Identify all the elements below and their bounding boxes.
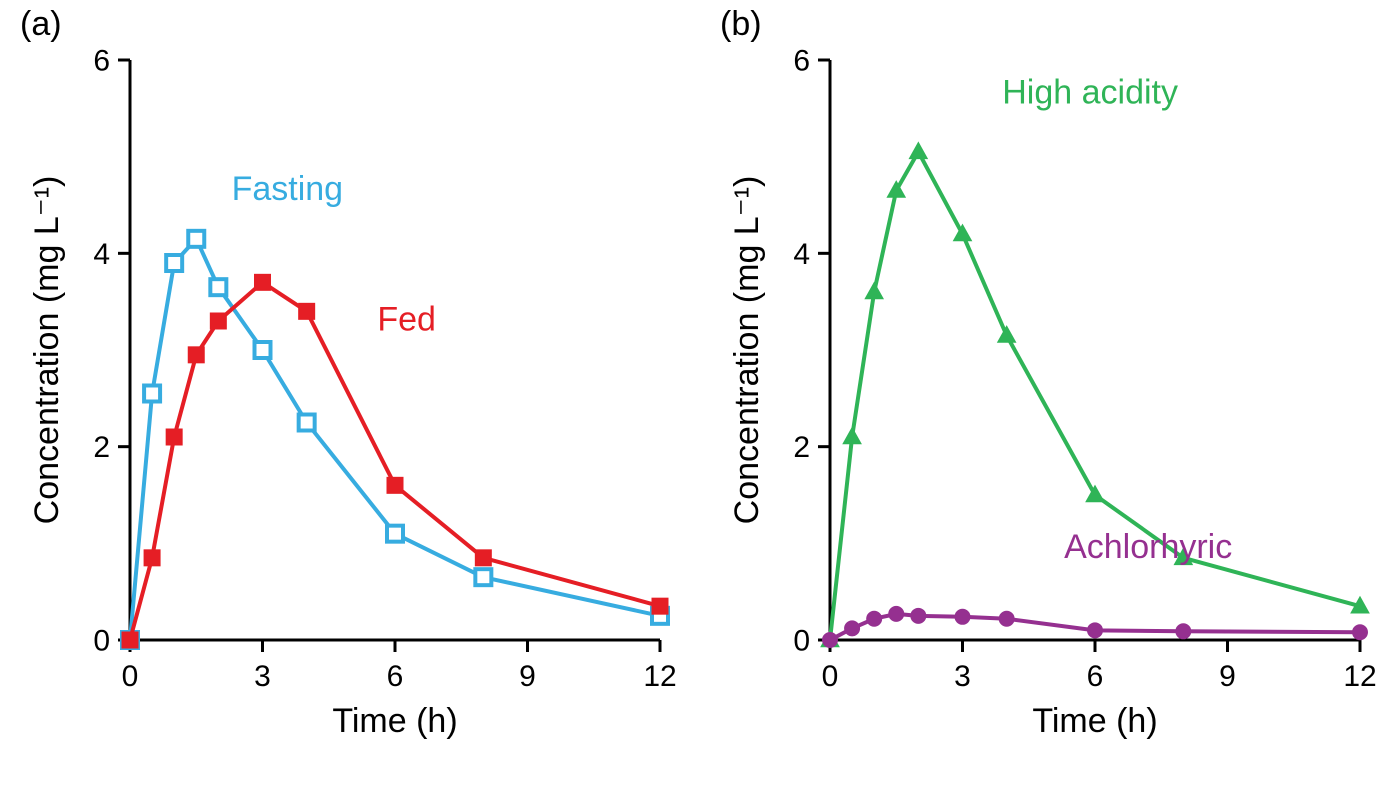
x-tick-label: 0: [822, 660, 839, 693]
y-tick-label: 0: [93, 625, 110, 658]
y-tick-label: 2: [93, 431, 110, 464]
y-tick-label: 4: [93, 238, 110, 271]
figure-container: (a) 0 3 6 9 12 0 2 4 6 Time (h) Concentration (mg L…: [0, 0, 1400, 801]
y-tick-label: 6: [93, 45, 110, 78]
x-axis-label: Time (h): [332, 702, 457, 740]
x-tick-label: 12: [1343, 660, 1376, 693]
series-label-Fed: Fed: [377, 301, 436, 339]
y-tick-label: 0: [793, 625, 810, 658]
y-axis-label: Concentration (mg L⁻¹): [28, 176, 66, 525]
x-tick-label: 9: [1219, 660, 1236, 693]
x-tick-label: 12: [643, 660, 676, 693]
panel-label-b: (b): [720, 5, 762, 43]
x-axis-label: Time (h): [1032, 702, 1157, 740]
x-tick-label: 6: [387, 660, 404, 693]
series-label-HighAcidity: High acidity: [1002, 74, 1178, 112]
x-tick-label: 6: [1087, 660, 1104, 693]
x-tick-label: 0: [122, 660, 139, 693]
x-tick-label: 9: [519, 660, 536, 693]
series-label-Fasting: Fasting: [232, 170, 343, 208]
y-tick-label: 2: [793, 431, 810, 464]
x-tick-label: 3: [954, 660, 971, 693]
panel-label-a: (a): [20, 5, 62, 43]
y-axis-label: Concentration (mg L⁻¹): [728, 176, 766, 525]
figure-svg: (a) 0 3 6 9 12 0 2 4 6 Time (h) Concentration (mg L…: [0, 0, 1400, 801]
x-tick-label: 3: [254, 660, 271, 693]
y-tick-label: 6: [793, 45, 810, 78]
series-label-Achlorhyric: Achlorhyric: [1064, 528, 1232, 566]
y-tick-label: 4: [793, 238, 810, 271]
